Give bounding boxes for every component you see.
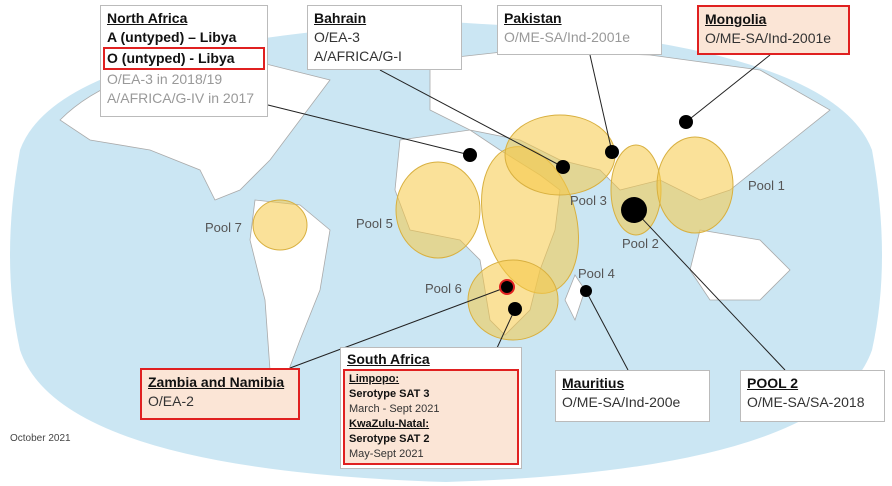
callout-line: Limpopo: [349, 373, 400, 385]
leader-lines [267, 54, 786, 371]
callout-line: O/ME-SA/Ind-2001e [705, 30, 832, 46]
callout-line: O (untyped) - Libya [103, 47, 265, 70]
callout-line: A (untyped) – Libya [107, 29, 237, 45]
callout-line: O/ME-SA/Ind-2001e [504, 29, 631, 45]
callout-title: Bahrain [314, 10, 367, 26]
callout: POOL 2 O/ME-SA/SA-2018 [740, 370, 885, 422]
pool-label: Pool 3 [570, 193, 607, 208]
callout-title: Pakistan [504, 10, 562, 26]
callout-line: O/EA-3 in 2018/19 [107, 71, 223, 87]
callout-line: A/AFRICA/G-I [314, 48, 402, 64]
callout-line: KwaZulu-Natal: [349, 418, 430, 430]
callout: Bahrain O/EA-3 A/AFRICA/G-I [307, 5, 462, 70]
callout: Pakistan O/ME-SA/Ind-2001e [497, 5, 662, 55]
callout: North Africa A (untyped) – Libya O (unty… [100, 5, 268, 117]
pool-label: Pool 6 [425, 281, 462, 296]
pool-label: Pool 5 [356, 216, 393, 231]
pool-label: Pool 2 [622, 236, 659, 251]
callout-title: Mongolia [705, 11, 767, 27]
callout-line: O/EA-3 [314, 29, 360, 45]
callout: Mongolia O/ME-SA/Ind-2001e [697, 5, 850, 55]
callout-title: North Africa [107, 10, 188, 26]
callout-line: O/ME-SA/SA-2018 [747, 394, 865, 410]
pool-label: Pool 1 [748, 178, 785, 193]
callout-line: Serotype SAT 2 [349, 433, 430, 445]
callout-line: March - Sept 2021 [349, 403, 440, 415]
callout-line: O/ME-SA/Ind-200e [562, 394, 681, 410]
pool-label: Pool 7 [205, 220, 242, 235]
callout-line: May-Sept 2021 [349, 448, 424, 460]
callout-line: Serotype SAT 3 [349, 388, 430, 400]
callout-title: POOL 2 [747, 375, 799, 391]
pool-label: Pool 4 [578, 266, 615, 281]
callout: Mauritius O/ME-SA/Ind-200e [555, 370, 710, 422]
callout-title: Mauritius [562, 375, 625, 391]
callout: South Africa Limpopo: Serotype SAT 3 Mar… [340, 347, 522, 469]
callout-title: Zambia and Namibia [148, 374, 285, 390]
highlight-box: Limpopo: Serotype SAT 3 March - Sept 202… [343, 369, 519, 465]
callout-line: A/AFRICA/G-IV in 2017 [107, 90, 255, 106]
callout-title: South Africa [347, 351, 430, 367]
callout: Zambia and Namibia O/EA-2 [140, 368, 300, 420]
date: October 2021 [10, 433, 71, 444]
callout-line: O/EA-2 [148, 393, 194, 409]
outbreak-dots [463, 115, 693, 316]
